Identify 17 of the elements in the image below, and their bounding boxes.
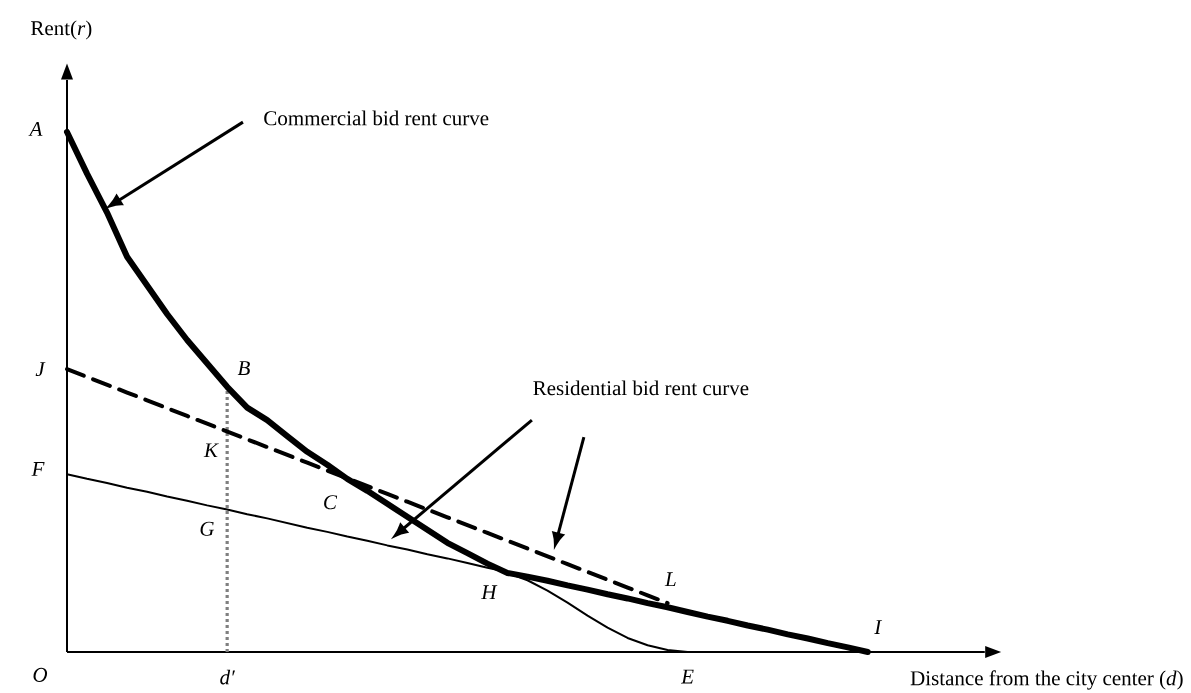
text: Commercial bid rent curve bbox=[264, 110, 489, 126]
x-tick-label: E bbox=[680, 669, 694, 684]
x-axis-title: Distance from the city center (d) bbox=[910, 670, 1183, 690]
annotation: C bbox=[324, 495, 338, 510]
y-axis-title: Rent(r) bbox=[31, 20, 92, 40]
text: J bbox=[35, 362, 46, 377]
annotation: L bbox=[664, 572, 676, 587]
annotation: K bbox=[203, 443, 219, 458]
x-tick-label: d′ bbox=[220, 669, 235, 685]
annotation: I bbox=[874, 620, 883, 634]
text: F bbox=[31, 462, 45, 476]
annotation: B bbox=[237, 361, 250, 375]
text: O bbox=[33, 667, 48, 682]
text: A bbox=[28, 121, 43, 136]
annotation: G bbox=[200, 521, 215, 536]
annotation: H bbox=[481, 585, 498, 600]
annotation: Residential bid rent curve bbox=[533, 380, 749, 396]
